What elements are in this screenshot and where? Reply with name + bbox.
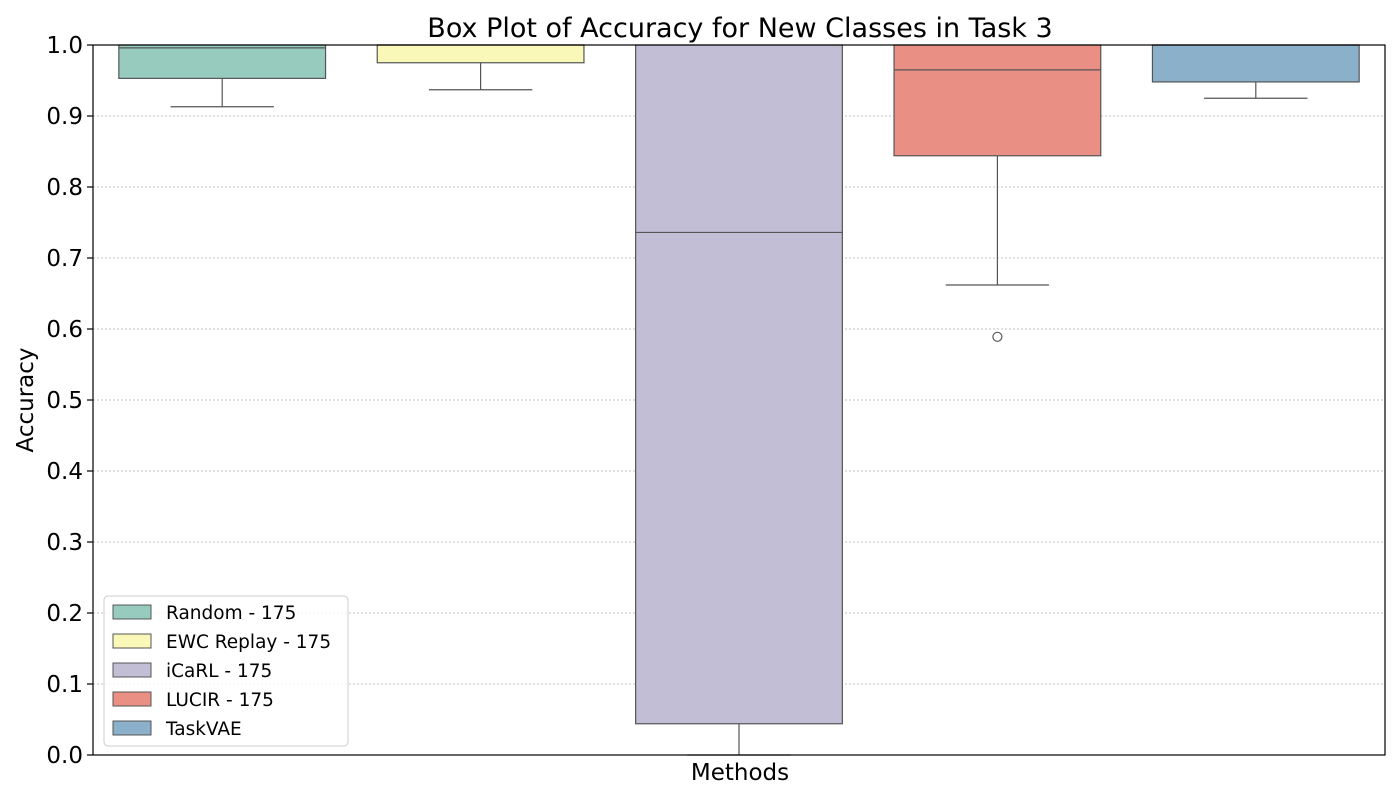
- outlier-point: [992, 331, 1003, 342]
- legend-label: LUCIR - 175: [166, 690, 274, 711]
- legend-frame: [103, 595, 349, 747]
- box-body: [1151, 44, 1360, 83]
- boxes: [118, 44, 1360, 756]
- legend-label: EWC Replay - 175: [166, 632, 331, 653]
- y-tick-label: 0.4: [46, 459, 83, 485]
- legend: Random - 175 EWC Replay - 175 iCaRL - 175 L…: [103, 595, 349, 747]
- y-tick-label: 0.6: [46, 317, 83, 343]
- legend-swatch: [112, 720, 152, 736]
- box-body: [376, 44, 585, 64]
- legend-label: iCaRL - 175: [166, 661, 272, 682]
- y-axis-label: Accuracy: [13, 347, 39, 452]
- y-axis-ticks: 0.0 0.1 0.2 0.3 0.4 0.5 0.6 0.7 0.8 0.9 1.0: [46, 33, 93, 769]
- chart-title: Box Plot of Accuracy for New Classes in …: [427, 13, 1052, 44]
- legend-swatch: [112, 691, 152, 707]
- legend-swatch: [112, 633, 152, 649]
- box-ewc-replay-175: [376, 44, 585, 91]
- legend-label: TaskVAE: [165, 719, 242, 740]
- legend-swatch: [112, 662, 152, 678]
- y-tick-label: 0.7: [46, 246, 83, 272]
- x-axis-label: Methods: [691, 760, 789, 786]
- box-body: [118, 44, 327, 79]
- box-icarl-175: [635, 44, 843, 756]
- legend-label: Random - 175: [166, 603, 296, 624]
- y-tick-label: 0.1: [46, 672, 83, 698]
- box-body: [635, 44, 843, 725]
- y-tick-label: 0.9: [46, 104, 83, 130]
- y-tick-label: 0.5: [46, 388, 83, 414]
- box-random-175: [118, 44, 327, 108]
- y-tick-label: 1.0: [46, 33, 83, 59]
- y-tick-label: 0.3: [46, 530, 83, 556]
- box-body: [893, 44, 1102, 157]
- box-lucir-175: [893, 44, 1102, 342]
- y-tick-label: 0.2: [46, 601, 83, 627]
- y-tick-label: 0.8: [46, 175, 83, 201]
- legend-swatch: [112, 604, 152, 620]
- box-taskvae: [1151, 44, 1360, 99]
- y-tick-label: 0.0: [46, 743, 83, 769]
